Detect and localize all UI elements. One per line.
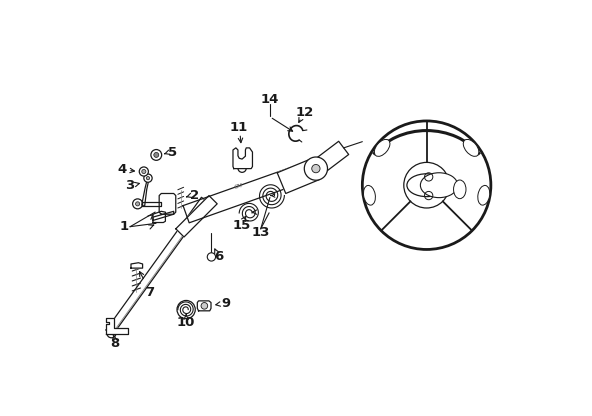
Polygon shape (141, 178, 149, 206)
Text: 7: 7 (146, 287, 155, 300)
Circle shape (151, 149, 162, 160)
Text: 5: 5 (168, 146, 177, 158)
Circle shape (139, 167, 149, 176)
Text: 11: 11 (230, 121, 248, 134)
Circle shape (201, 302, 208, 309)
Text: 9: 9 (221, 297, 230, 310)
Polygon shape (197, 301, 211, 311)
Text: GM: GM (234, 183, 244, 190)
Text: 14: 14 (260, 93, 279, 106)
Polygon shape (183, 160, 318, 223)
Ellipse shape (478, 186, 490, 205)
Ellipse shape (420, 173, 458, 198)
Text: 13: 13 (252, 226, 270, 239)
Polygon shape (106, 318, 128, 334)
Text: 3: 3 (126, 179, 135, 192)
Polygon shape (131, 263, 143, 268)
Circle shape (141, 169, 146, 173)
Circle shape (207, 253, 215, 261)
Circle shape (144, 174, 152, 182)
Polygon shape (153, 211, 165, 223)
Circle shape (312, 164, 320, 173)
Polygon shape (106, 197, 208, 335)
Text: 15: 15 (232, 219, 250, 232)
Polygon shape (233, 148, 252, 168)
Polygon shape (153, 211, 173, 220)
Circle shape (133, 199, 143, 209)
Ellipse shape (464, 139, 479, 156)
Circle shape (304, 157, 327, 180)
Polygon shape (159, 193, 176, 214)
Text: 1: 1 (120, 220, 128, 233)
Text: 12: 12 (295, 106, 313, 119)
Ellipse shape (363, 186, 375, 205)
Text: 8: 8 (110, 337, 119, 350)
Polygon shape (277, 159, 319, 193)
Circle shape (136, 202, 140, 206)
Ellipse shape (374, 139, 390, 156)
Text: 10: 10 (177, 315, 195, 329)
Ellipse shape (407, 174, 446, 197)
Text: 2: 2 (190, 189, 199, 202)
Circle shape (154, 152, 159, 157)
Circle shape (146, 176, 150, 180)
Text: 6: 6 (214, 250, 223, 263)
Polygon shape (310, 141, 349, 176)
Polygon shape (176, 196, 217, 237)
Polygon shape (139, 202, 161, 206)
Ellipse shape (453, 180, 466, 199)
Text: 4: 4 (117, 163, 127, 176)
